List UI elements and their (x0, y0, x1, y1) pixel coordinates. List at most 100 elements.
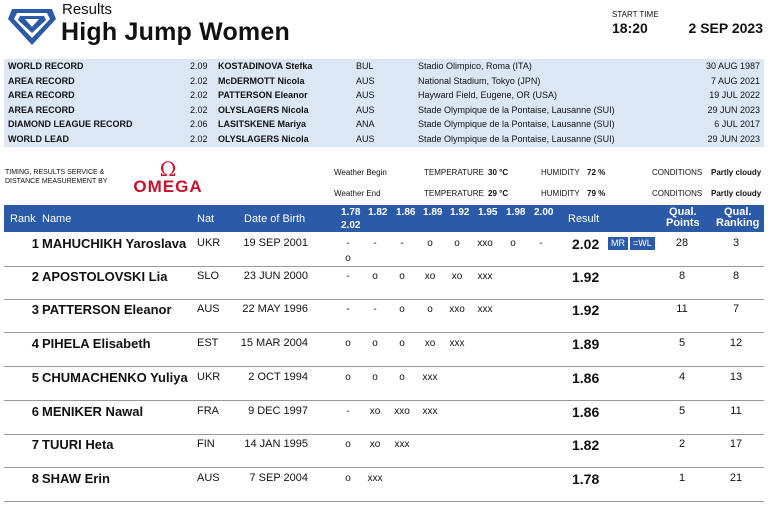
record-label: DIAMOND LEAGUE RECORD (8, 119, 133, 129)
record-mark: 2.09 (190, 61, 208, 71)
col-height-8: 2.02 (341, 220, 361, 231)
header-subtitle: Results (62, 1, 113, 18)
athlete-dob: 19 SEP 2001 (243, 237, 308, 249)
athlete-rank: 4 (31, 336, 39, 351)
qual-ranking: 13 (729, 371, 743, 383)
athlete-name: PIHELA Elisabeth (42, 336, 151, 351)
attempt-mark: o (372, 338, 378, 349)
record-row: WORLD RECORD 2.09 KOSTADINOVA Stefka BUL Sta… (4, 59, 764, 74)
table-row: 1 MAHUCHIKH Yaroslava UKR 19 SEP 2001 - - - o o x… (4, 236, 764, 268)
athlete-rank: 5 (31, 370, 39, 385)
timing-text-line2: DISTANCE MEASUREMENT BY (5, 178, 108, 185)
col-nat: Nat (197, 213, 215, 225)
results-header: Results High Jump Women START TIME 18:20… (0, 0, 768, 56)
athlete-rank: 6 (31, 404, 39, 419)
attempt-mark: xxx (477, 304, 493, 315)
athlete-dob: 15 MAR 2004 (240, 337, 308, 349)
weather-begin-hum-label: HUMIDITY (541, 168, 580, 177)
qual-ranking: 17 (729, 438, 743, 450)
athlete-dob: 2 OCT 1994 (248, 371, 308, 383)
athlete-rank: 1 (31, 236, 39, 251)
record-nat: AUS (356, 104, 375, 115)
athlete-rank: 7 (31, 437, 39, 452)
attempt-mark: - (373, 304, 377, 315)
col-qual-points-l2: Points (666, 217, 700, 229)
records-panel: WORLD RECORD 2.09 KOSTADINOVA Stefka BUL Sta… (4, 59, 764, 147)
record-nat: ANA (356, 119, 375, 129)
athlete-nat: EST (197, 337, 219, 349)
qual-points: 4 (678, 371, 686, 383)
col-name: Name (42, 213, 72, 225)
record-date: 29 JUN 2023 (707, 133, 760, 144)
timing-credit: TIMING, RESULTS SERVICE & DISTANCE MEASU… (5, 168, 125, 186)
weather-begin-temp: 30 °C (488, 168, 509, 177)
attempt-mark: xo (369, 439, 381, 450)
table-row: 5 CHUMACHENKO Yuliya UKR 2 OCT 1994 o o o xxx 1.… (4, 370, 764, 402)
record-mark: 2.06 (190, 119, 208, 129)
record-label: AREA RECORD (8, 90, 75, 100)
omega-symbol-icon: Ω (159, 157, 177, 181)
record-badge: MR (608, 237, 628, 250)
col-height-7: 2.00 (534, 207, 554, 218)
row-separator (4, 299, 764, 300)
record-venue: Stade Olympique de la Pontaise, Lausanne… (418, 104, 615, 115)
athlete-nat: AUS (197, 472, 220, 484)
attempt-mark: o (372, 271, 378, 282)
attempt-mark: xxx (449, 338, 465, 349)
record-athlete: OLYSLAGERS Nicola (218, 133, 309, 144)
attempt-mark: - (373, 238, 377, 249)
record-athlete: KOSTADINOVA Stefka (218, 61, 313, 71)
record-nat: AUS (356, 133, 375, 144)
attempt-mark: o (427, 238, 433, 249)
col-qual-points: Qual. Points (666, 207, 700, 229)
athlete-result: 1.82 (572, 437, 600, 453)
weather-begin-label: Weather Begin (334, 168, 387, 177)
record-athlete: PATTERSON Eleanor (218, 90, 308, 100)
attempt-mark: xo (369, 406, 381, 417)
attempt-mark: xxx (394, 439, 410, 450)
athlete-result: 1.92 (572, 269, 600, 285)
record-date: 7 AUG 2021 (710, 75, 760, 86)
athlete-dob: 9 DEC 1997 (248, 405, 308, 417)
start-time-label: START TIME (612, 10, 659, 19)
table-row: 2 APOSTOLOVSKI Lia SLO 23 JUN 2000 - o o xo xo xx… (4, 269, 764, 301)
athlete-name: CHUMACHENKO Yuliya (42, 370, 188, 385)
weather-begin-cond-label: CONDITIONS (652, 168, 703, 177)
attempt-mark: xo (451, 271, 463, 282)
col-qual-ranking-l2: Ranking (716, 217, 760, 229)
record-venue: Stade Olympique de la Pontaise, Lausanne… (418, 119, 615, 129)
record-date: 19 JUL 2022 (709, 90, 760, 100)
athlete-nat: SLO (197, 270, 220, 282)
col-height-6: 1.98 (506, 207, 526, 218)
record-venue: Stadio Olimpico, Roma (ITA) (418, 61, 532, 71)
row-separator (4, 366, 764, 367)
athlete-result: 1.86 (572, 370, 600, 386)
row-separator (4, 467, 764, 468)
results-table-header: Rank Name Nat Date of Birth Result Qual.… (4, 205, 764, 232)
record-date: 6 JUL 2017 (714, 119, 760, 129)
attempt-mark: xxo (477, 238, 493, 249)
record-row: AREA RECORD 2.02 PATTERSON Eleanor AUS Haywa… (4, 88, 764, 103)
qual-points: 28 (675, 237, 689, 249)
athlete-nat: AUS (197, 303, 220, 315)
record-mark: 2.02 (190, 104, 208, 115)
row-separator (4, 332, 764, 333)
attempt-mark: xxo (449, 304, 465, 315)
athlete-rank: 2 (31, 269, 39, 284)
athlete-nat: UKR (197, 237, 221, 249)
col-dob: Date of Birth (244, 213, 306, 225)
attempt-mark: xxx (477, 271, 493, 282)
record-athlete: OLYSLAGERS Nicola (218, 104, 309, 115)
qual-points: 5 (678, 405, 686, 417)
weather-begin-cond: Partly cloudy (711, 168, 762, 177)
qual-ranking: 8 (732, 270, 740, 282)
record-row: AREA RECORD 2.02 OLYSLAGERS Nicola AUS Stade… (4, 103, 764, 118)
record-mark: 2.02 (190, 90, 208, 100)
athlete-name: SHAW Erin (42, 471, 110, 486)
athlete-nat: UKR (197, 371, 221, 383)
attempt-mark: xxo (394, 406, 410, 417)
attempt-mark: o (345, 439, 351, 450)
attempt-mark: xxx (422, 406, 438, 417)
table-row: 6 MENIKER Nawal FRA 9 DEC 1997 - xo xxo xxx 1.86… (4, 404, 764, 436)
col-height-5: 1.95 (478, 207, 498, 218)
